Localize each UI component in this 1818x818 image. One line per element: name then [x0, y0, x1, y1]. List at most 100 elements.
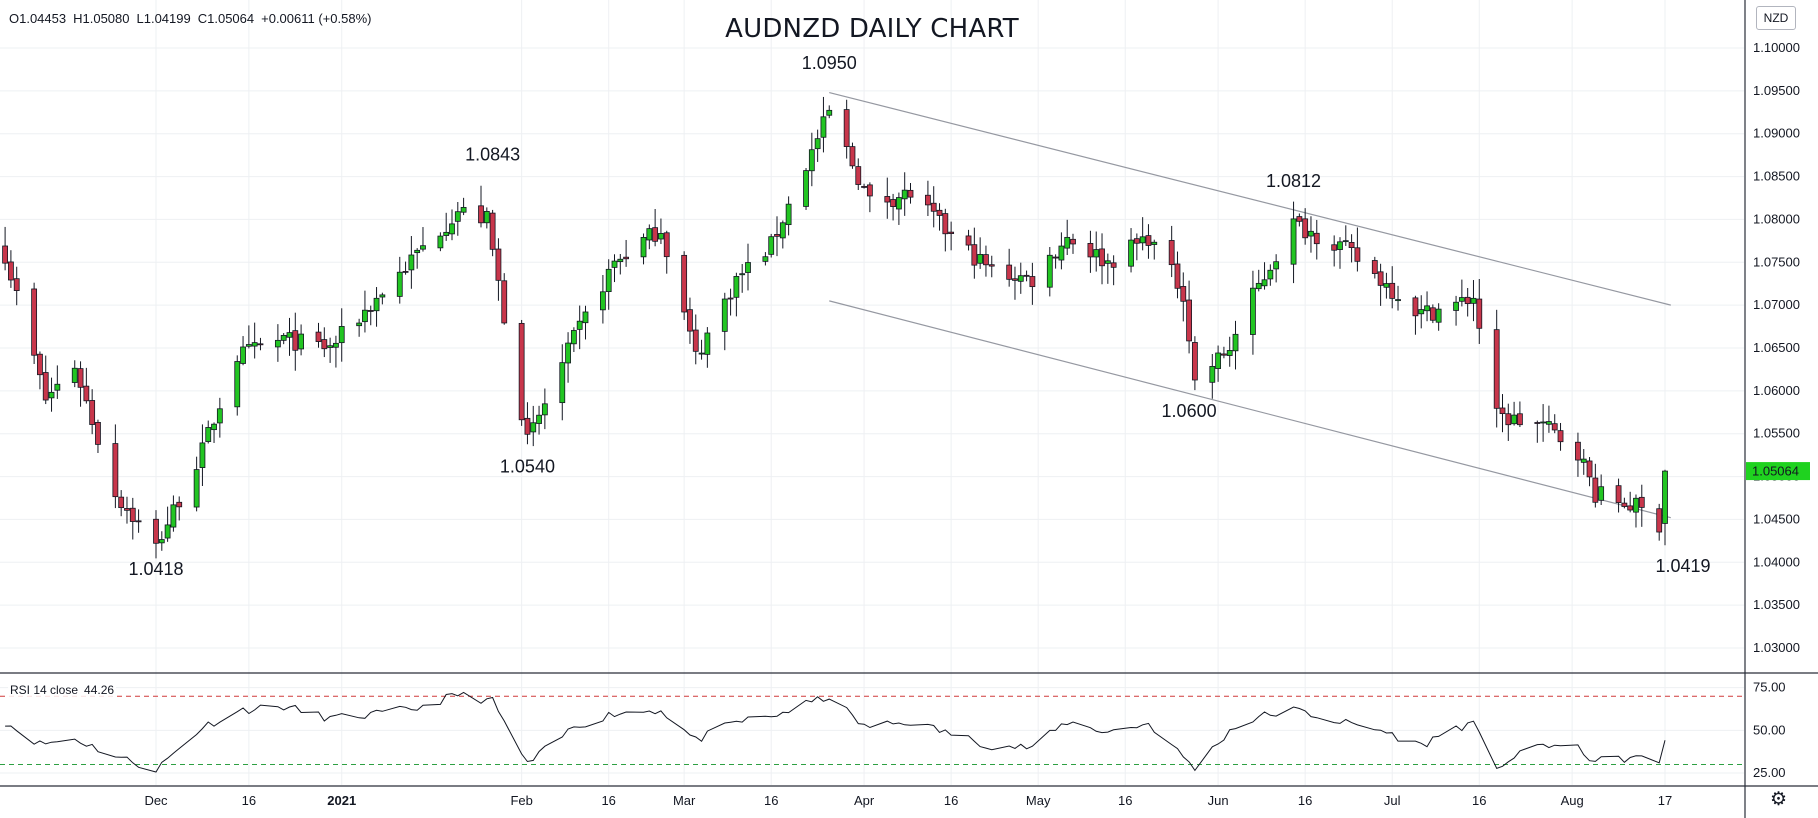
time-tick-label: Feb: [510, 793, 532, 808]
price-annotation: 1.0419: [1655, 556, 1710, 576]
candle-body: [698, 352, 705, 355]
candle-body: [164, 524, 171, 539]
candle-body: [1093, 249, 1100, 258]
candle-body: [1273, 261, 1280, 270]
candle-body: [48, 391, 55, 399]
candle-body: [118, 496, 125, 509]
candle-body: [408, 254, 415, 271]
price-tick-label: 1.09000: [1753, 126, 1800, 141]
candle-body: [663, 232, 670, 258]
candle-body: [1354, 247, 1361, 262]
candle-body: [1226, 350, 1233, 356]
candle-body: [362, 309, 368, 323]
trendline: [829, 91, 1671, 306]
candle-body: [1615, 485, 1622, 503]
candle-body: [1058, 245, 1065, 261]
price-tick-label: 1.04500: [1753, 511, 1800, 526]
candle-body: [1453, 301, 1459, 311]
candle-body: [1302, 218, 1309, 239]
time-tick-label: 16: [601, 793, 615, 808]
candle-body: [495, 248, 502, 281]
candle-body: [13, 278, 20, 291]
candle-body: [942, 213, 949, 235]
candle-body: [971, 244, 978, 266]
candle-body: [692, 329, 699, 352]
candle-body: [216, 408, 223, 424]
candle-body: [292, 330, 299, 351]
candle-body: [1633, 497, 1639, 513]
candle-body: [327, 345, 334, 348]
candle-body: [704, 332, 711, 355]
candle-body: [153, 518, 159, 544]
gear-icon[interactable]: ⚙: [1770, 789, 1788, 810]
ohlc-high: H1.05080: [73, 11, 130, 26]
candle-body: [89, 400, 96, 425]
candle-body: [576, 320, 583, 330]
candle-body: [1511, 414, 1517, 425]
currency-button[interactable]: NZD: [1756, 6, 1796, 30]
candle-body: [1575, 441, 1581, 461]
price-annotation: 1.0540: [500, 456, 555, 476]
time-tick-label: 17: [1658, 793, 1672, 808]
candle-body: [1342, 240, 1349, 243]
candle-body: [1586, 460, 1593, 478]
price-tick-label: 1.08500: [1753, 169, 1800, 184]
candle-body: [727, 297, 734, 300]
candle-body: [855, 166, 862, 185]
candle-body: [1215, 352, 1222, 369]
candle-body: [965, 235, 972, 246]
candle-body: [396, 271, 403, 297]
candle-body: [1470, 297, 1477, 304]
candle-body: [814, 138, 821, 150]
candle-body: [280, 334, 287, 341]
candle-body: [1186, 299, 1192, 342]
candle-body: [1534, 422, 1541, 424]
candle-body: [785, 203, 792, 226]
candle-body: [414, 249, 421, 254]
candle-body: [1255, 282, 1262, 290]
candle-body: [524, 417, 531, 435]
candle-body: [211, 423, 217, 431]
current-price-label: 1.05064: [1752, 464, 1799, 479]
candle-body: [42, 372, 49, 401]
price-tick-label: 1.03500: [1753, 597, 1800, 612]
candle-body: [1517, 413, 1523, 426]
candle-body: [1499, 407, 1506, 415]
candle-body: [623, 256, 630, 260]
candle-body: [861, 186, 867, 188]
candle-body: [745, 262, 751, 273]
candle-body: [489, 212, 496, 250]
candle-body: [501, 280, 508, 324]
candle-body: [315, 331, 322, 342]
candle-body: [681, 254, 688, 313]
candle-body: [803, 170, 809, 207]
candle-body: [1313, 232, 1320, 245]
price-tick-label: 1.08000: [1753, 211, 1800, 226]
candle-body: [1070, 238, 1076, 245]
candle-body: [901, 189, 908, 200]
time-tick-label: Aug: [1561, 793, 1584, 808]
price-annotation: 1.0950: [802, 53, 857, 73]
time-tick-label: 16: [1118, 793, 1132, 808]
candle-body: [843, 109, 850, 147]
candle-body: [1493, 329, 1500, 409]
candle-body: [1621, 502, 1628, 507]
price-annotation: 1.0418: [128, 559, 183, 579]
candle-body: [1012, 278, 1018, 281]
candle-body: [373, 297, 380, 312]
candle-body: [1180, 286, 1187, 302]
rsi-panel: [0, 691, 1744, 773]
candle-body: [199, 442, 206, 468]
candle-body: [930, 202, 937, 212]
candle-body: [925, 194, 931, 206]
candles: [2, 96, 1668, 559]
candle-body: [1557, 430, 1564, 443]
candle-body: [286, 332, 293, 338]
candle-body: [1064, 236, 1071, 249]
candle-body: [274, 339, 281, 348]
candle-body: [658, 233, 664, 240]
candle-body: [646, 228, 653, 241]
candle-body: [234, 361, 241, 408]
candle-body: [251, 342, 258, 347]
candle-body: [1337, 241, 1343, 250]
